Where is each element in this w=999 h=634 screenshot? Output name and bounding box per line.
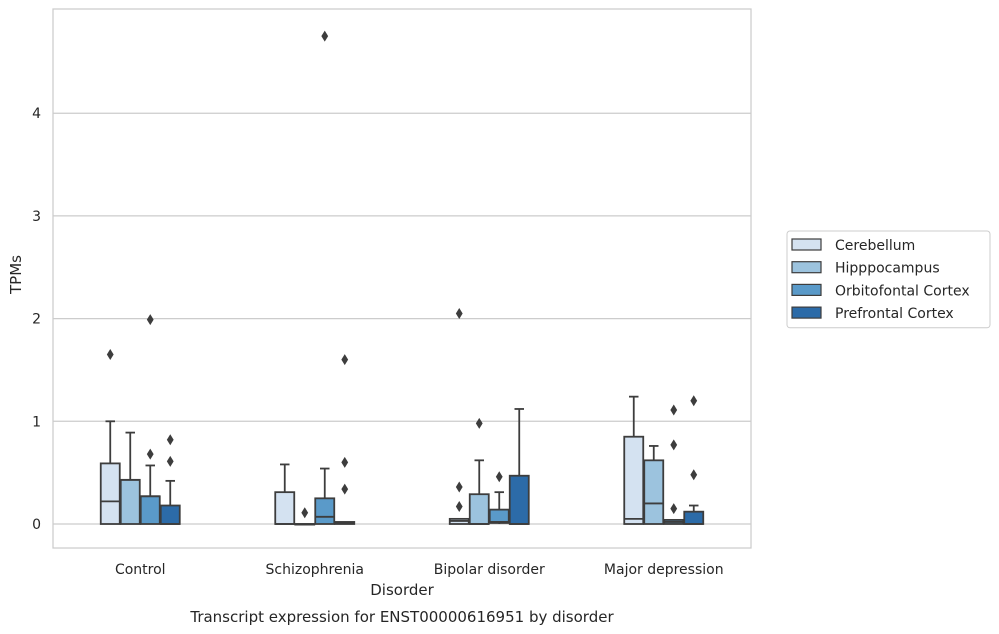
y-tick-label: 3 xyxy=(32,209,41,225)
outlier-point xyxy=(341,354,349,366)
box-control-hipppocampus xyxy=(119,431,141,525)
box-control-prefrontal-cortex xyxy=(159,434,181,525)
box xyxy=(99,462,121,525)
box xyxy=(468,493,490,525)
legend-label: Prefrontal Cortex xyxy=(835,306,954,322)
x-tick-label: Major depression xyxy=(604,562,724,578)
outlier-point xyxy=(341,456,349,468)
box xyxy=(314,497,336,525)
box-schizophrenia-cerebellum xyxy=(274,463,296,525)
outlier-point xyxy=(690,469,698,481)
outlier-point xyxy=(166,455,174,467)
x-axis-label: Disorder xyxy=(370,581,434,599)
outlier-point xyxy=(670,404,678,416)
outlier-point xyxy=(670,503,678,515)
box-schizophrenia-hipppocampus xyxy=(294,507,316,526)
box xyxy=(643,459,665,525)
plot-frame xyxy=(52,8,752,549)
box xyxy=(683,510,705,525)
chart-title: Transcript expression for ENST0000061695… xyxy=(189,608,614,626)
box-major-depression-hipppocampus xyxy=(643,445,665,525)
x-tick-label: Schizophrenia xyxy=(266,562,364,578)
box xyxy=(139,495,161,525)
legend-label: Hipppocampus xyxy=(835,261,940,277)
box xyxy=(159,504,181,525)
box xyxy=(488,508,510,524)
outlier-point xyxy=(146,314,154,326)
box-schizophrenia-prefrontal-cortex xyxy=(334,354,356,525)
outlier-point xyxy=(495,471,503,483)
legend-label: Cerebellum xyxy=(835,238,915,254)
legend-frame xyxy=(786,230,991,329)
y-tick-label: 2 xyxy=(32,312,41,328)
outlier-point xyxy=(475,417,483,429)
outlier-point xyxy=(166,434,174,446)
legend: Cerebellum Hipppocampus Orbitofontal Corte… xyxy=(786,230,991,329)
outlier-point xyxy=(341,483,349,495)
box-plots xyxy=(99,30,705,526)
box-schizophrenia-orbitofontal-cortex xyxy=(314,30,336,525)
box-bipolar-disorder-orbitofontal-cortex xyxy=(488,471,510,524)
box-major-depression-orbitofontal-cortex xyxy=(663,404,685,525)
axis-ticks: 0 1 2 3 4 Control Schizophrenia Bipolar disorde… xyxy=(32,106,724,578)
y-tick-label: 4 xyxy=(32,106,41,122)
box xyxy=(274,491,296,525)
box xyxy=(119,478,141,525)
x-tick-label: Bipolar disorder xyxy=(434,562,545,578)
legend-swatch xyxy=(791,238,822,251)
outlier-point xyxy=(690,395,698,407)
legend-swatch xyxy=(791,283,822,296)
y-tick-label: 1 xyxy=(32,414,41,430)
outlier-point xyxy=(301,507,309,519)
box-control-cerebellum xyxy=(99,349,121,525)
outlier-point xyxy=(455,501,463,513)
legend-swatch xyxy=(791,306,822,319)
outlier-point xyxy=(455,481,463,493)
box-control-orbitofontal-cortex xyxy=(139,314,161,525)
outlier-point xyxy=(106,349,114,361)
box-major-depression-prefrontal-cortex xyxy=(683,395,705,525)
outlier-point xyxy=(321,30,329,42)
outlier-point xyxy=(146,448,154,460)
box-major-depression-cerebellum xyxy=(623,395,645,525)
y-tick-label: 0 xyxy=(32,517,41,533)
box xyxy=(623,435,645,525)
box-bipolar-disorder-cerebellum xyxy=(448,307,470,525)
box-bipolar-disorder-prefrontal-cortex xyxy=(508,408,530,525)
legend-swatch xyxy=(791,261,822,274)
y-axis-label: TPMs xyxy=(7,255,25,295)
outlier-point xyxy=(455,307,463,319)
outlier-point xyxy=(670,439,678,451)
box xyxy=(508,474,530,525)
box-bipolar-disorder-hipppocampus xyxy=(468,417,490,525)
legend-label: Orbitofontal Cortex xyxy=(835,283,970,299)
x-tick-label: Control xyxy=(115,562,166,578)
